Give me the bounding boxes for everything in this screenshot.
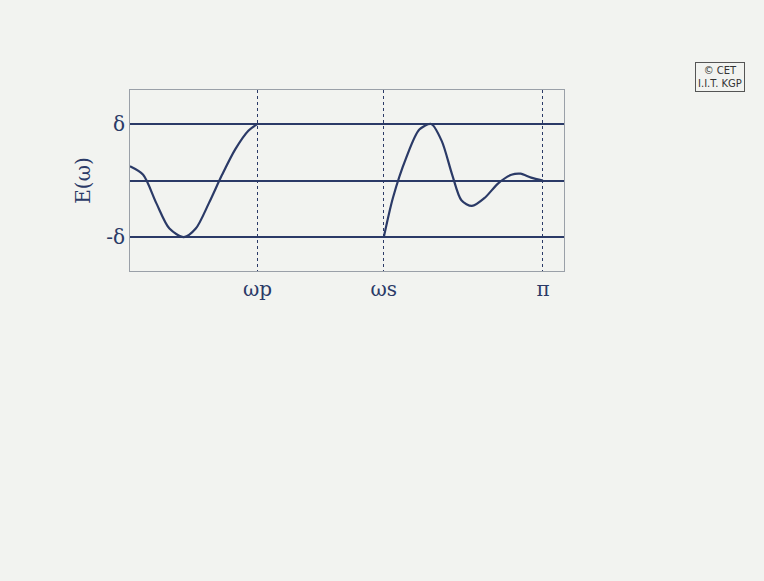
svg-text:-δ: -δ: [106, 225, 125, 249]
svg-text:ωs: ωs: [371, 277, 398, 301]
svg-text:π: π: [536, 277, 549, 301]
svg-text:E(ω): E(ω): [71, 157, 95, 204]
svg-text:ωp: ωp: [243, 277, 272, 301]
svg-text:δ: δ: [113, 112, 125, 136]
svg-text:© CETI.I.T. KGP: © CETI.I.T. KGP: [698, 65, 742, 89]
